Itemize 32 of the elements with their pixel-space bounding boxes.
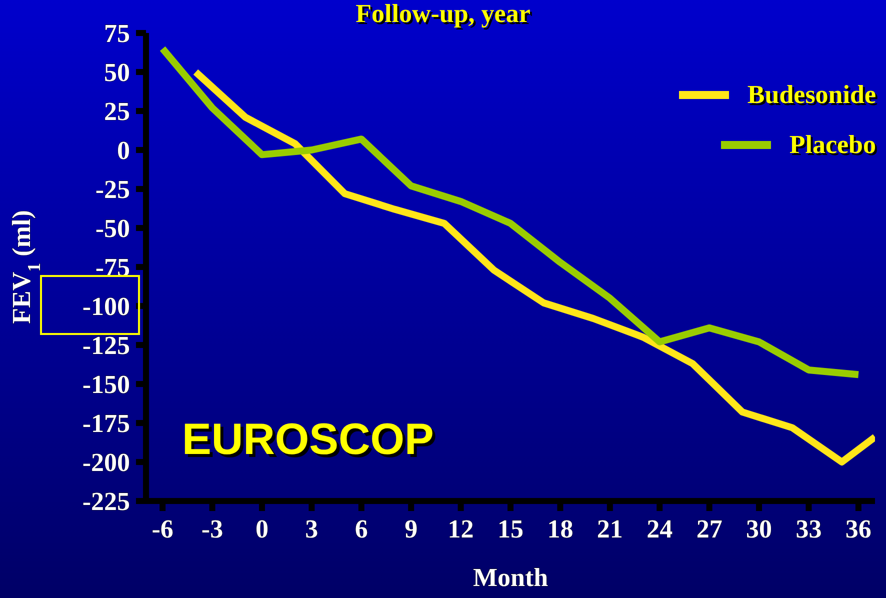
chart-title: Follow-up, year (356, 0, 530, 28)
x-tick-label: 0 (255, 514, 268, 544)
x-tick-label: 21 (596, 514, 623, 544)
y-tick-label: 25 (104, 97, 130, 126)
x-tick-label: 6 (354, 514, 368, 544)
y-tick-label: -225 (82, 487, 130, 516)
x-tick-label: 15 (498, 514, 524, 544)
x-tick-label: 36 (845, 514, 872, 544)
y-tick-label: -150 (82, 370, 130, 400)
x-tick-label: 30 (746, 514, 772, 544)
x-axis-title: Month (472, 563, 549, 592)
annotation: EUROSCOP (182, 415, 434, 465)
x-tick-label: -6 (152, 514, 174, 544)
y-tick-label: 75 (104, 19, 130, 48)
x-tick-label: 12 (448, 514, 474, 544)
x-tick-label: 27 (696, 514, 722, 544)
x-tick-label: 3 (305, 514, 318, 544)
x-tick-label: -3 (201, 514, 224, 544)
y-tick-label: -50 (95, 214, 130, 244)
y-tick-label: 50 (104, 58, 130, 88)
x-tick-label: 18 (547, 514, 574, 544)
y-tick-label: 0 (117, 136, 130, 166)
x-tick-label: 24 (646, 514, 673, 544)
legend-label: Budesonide (747, 80, 876, 110)
y-tick-label: -175 (82, 409, 130, 438)
x-tick-label: 9 (404, 514, 418, 544)
legend-label: Placebo (789, 130, 876, 160)
y-tick-label: -200 (82, 448, 130, 478)
y-tick-label: -25 (95, 175, 130, 204)
x-tick-label: 33 (796, 514, 822, 544)
y-tick-label: -100 (82, 292, 130, 322)
y-tick-label: -125 (82, 331, 130, 360)
